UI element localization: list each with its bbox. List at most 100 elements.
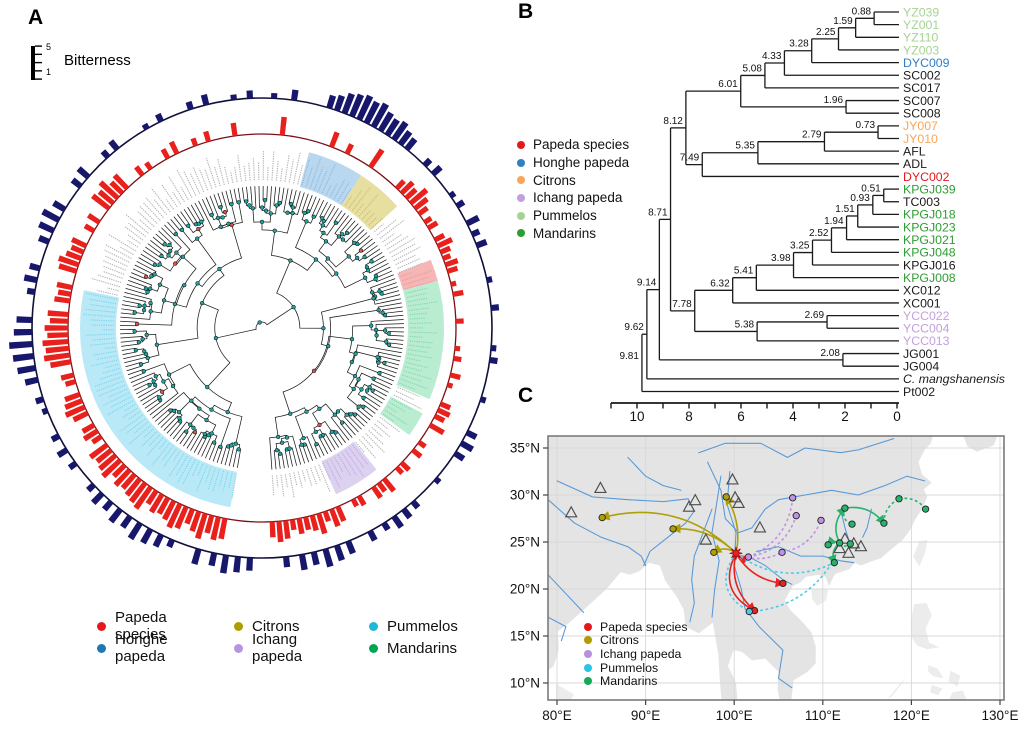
sample-point-mandarin xyxy=(824,541,832,549)
svg-text:9.81: 9.81 xyxy=(619,351,639,362)
dispersal-curve xyxy=(844,506,886,525)
river xyxy=(698,438,895,458)
svg-text:KPGJ021: KPGJ021 xyxy=(903,233,956,247)
legend-dot-icon xyxy=(584,649,592,658)
svg-text:JY010: JY010 xyxy=(903,132,938,146)
svg-text:1.94: 1.94 xyxy=(824,216,844,227)
svg-text:AFL: AFL xyxy=(903,144,926,158)
origin-star-icon xyxy=(729,546,743,560)
legend-label: Citrons xyxy=(600,633,639,648)
legend-dot-icon xyxy=(584,663,592,672)
svg-text:SC008: SC008 xyxy=(903,107,941,121)
legend-label: Papeda species xyxy=(115,609,167,643)
svg-text:1.51: 1.51 xyxy=(835,204,855,215)
dispersal-curve xyxy=(733,553,757,613)
island xyxy=(811,588,829,606)
svg-text:10: 10 xyxy=(629,409,644,424)
svg-text:120°E: 120°E xyxy=(893,708,930,723)
svg-text:SC002: SC002 xyxy=(903,69,941,83)
svg-text:3.98: 3.98 xyxy=(771,253,791,264)
svg-text:4.33: 4.33 xyxy=(762,51,782,62)
svg-text:KPGJ039: KPGJ039 xyxy=(903,182,956,196)
svg-text:3.25: 3.25 xyxy=(790,241,810,252)
sample-point-mandarin xyxy=(841,504,849,512)
legend-item: Papeda species xyxy=(517,136,629,154)
svg-text:YZ039: YZ039 xyxy=(903,5,939,19)
svg-text:5.38: 5.38 xyxy=(735,319,755,330)
sample-point-citron xyxy=(710,548,718,556)
bitterness-red-bars xyxy=(42,116,464,543)
svg-text:10°N: 10°N xyxy=(510,676,540,691)
mountain-triangle-icon xyxy=(688,493,702,506)
mountain-triangle-icon xyxy=(753,520,767,533)
sample-point-citron xyxy=(722,493,730,501)
mountain-triangle-icon xyxy=(593,481,607,493)
sample-point-papeda xyxy=(779,579,787,588)
sample-point-ichang xyxy=(778,548,786,556)
island xyxy=(556,683,574,700)
svg-text:6.01: 6.01 xyxy=(718,79,738,90)
legend-dot-icon xyxy=(584,677,592,686)
legend-dot-icon xyxy=(584,622,592,631)
sample-point-citron xyxy=(598,513,606,522)
bitterness-min-label: 1 xyxy=(46,67,52,77)
legend-label: Mandarins xyxy=(533,225,597,241)
legend-item: Citrons xyxy=(584,633,688,648)
legend-item: Pummelos xyxy=(369,615,458,637)
bitterness-scale-icon xyxy=(31,45,42,80)
sample-point-ichang xyxy=(744,553,753,561)
legend-dot-icon xyxy=(97,621,106,631)
river xyxy=(548,574,585,614)
svg-text:3.28: 3.28 xyxy=(789,39,809,50)
legend-label: Pummelos xyxy=(387,617,458,635)
svg-text:5.08: 5.08 xyxy=(742,63,762,74)
bitterness-max-label: 5 xyxy=(46,42,52,52)
svg-text:8.71: 8.71 xyxy=(648,207,668,218)
island xyxy=(913,540,928,567)
svg-text:2.08: 2.08 xyxy=(820,348,840,359)
dispersal-curve xyxy=(735,551,783,560)
legend-label: Papeda species xyxy=(600,619,688,634)
svg-text:20°N: 20°N xyxy=(510,582,540,597)
river xyxy=(746,555,793,585)
legend-label: Papeda species xyxy=(533,137,630,153)
dispersal-curve xyxy=(728,552,755,612)
svg-text:7.49: 7.49 xyxy=(680,153,700,164)
legend-dot-icon xyxy=(97,643,106,653)
dispersal-curve xyxy=(748,497,794,558)
legend-dot-icon xyxy=(369,643,378,653)
svg-text:2.52: 2.52 xyxy=(809,228,829,239)
mountain-triangle-icon xyxy=(725,472,739,485)
svg-text:C. mangshanensis: C. mangshanensis xyxy=(903,372,1005,386)
svg-text:KPGJ016: KPGJ016 xyxy=(903,258,956,272)
river xyxy=(548,499,647,567)
legend-item: Honghe papeda xyxy=(517,154,629,172)
svg-text:2.69: 2.69 xyxy=(805,310,825,321)
svg-text:YCC004: YCC004 xyxy=(903,322,950,336)
svg-text:25°N: 25°N xyxy=(510,535,540,550)
sample-point-ichang xyxy=(817,516,825,525)
svg-text:5.35: 5.35 xyxy=(735,141,755,152)
svg-text:8.12: 8.12 xyxy=(663,116,683,127)
svg-text:6.32: 6.32 xyxy=(710,278,730,289)
svg-text:XC001: XC001 xyxy=(903,296,941,310)
panel-a-label: A xyxy=(28,6,44,29)
legend-item: Ichang papeda xyxy=(517,189,629,207)
sample-point-citron xyxy=(669,525,677,533)
legend-item: Papeda species xyxy=(97,609,168,643)
mountain-triangle-icon xyxy=(854,539,868,552)
legend-label: Mandarins xyxy=(600,674,658,689)
legend-item: Citrons xyxy=(517,171,629,189)
sample-point-mandarin xyxy=(880,519,888,527)
tree-branches xyxy=(120,185,405,470)
river xyxy=(755,546,855,564)
dispersal-curve xyxy=(749,564,832,613)
svg-text:JG001: JG001 xyxy=(903,347,939,361)
panel-b-label: B xyxy=(518,0,534,23)
svg-text:JY007: JY007 xyxy=(903,119,938,133)
svg-text:100°E: 100°E xyxy=(716,708,753,723)
river xyxy=(862,508,873,538)
